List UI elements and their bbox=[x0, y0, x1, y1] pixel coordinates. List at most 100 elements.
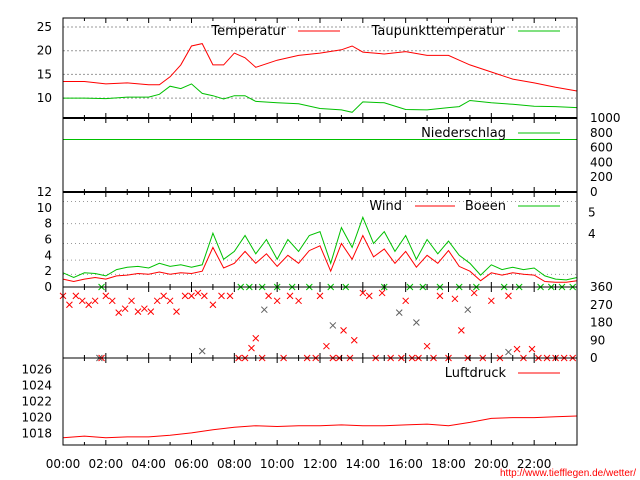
direction-point bbox=[173, 308, 180, 316]
y-tick-label: 20 bbox=[37, 44, 52, 58]
y-tick-label: 25 bbox=[37, 20, 52, 34]
x-tick-label: 04:00 bbox=[131, 457, 166, 471]
legend-taupunkt: Taupunkttemperatur bbox=[371, 24, 506, 39]
series-temperatur bbox=[63, 43, 578, 92]
y-tick-label: 15 bbox=[37, 67, 52, 81]
direction-point bbox=[218, 292, 225, 300]
y2-tick-label: 180 bbox=[590, 316, 613, 330]
series-boeen bbox=[62, 215, 578, 281]
direction-point bbox=[423, 342, 431, 350]
x-tick-label: 02:00 bbox=[89, 457, 124, 471]
y-tick-label: 10 bbox=[37, 201, 52, 215]
direction-point bbox=[505, 348, 512, 356]
x-tick-label: 14:00 bbox=[346, 457, 381, 471]
y-tick-label: 8 bbox=[44, 217, 52, 231]
direction-point bbox=[209, 301, 217, 309]
direction-point bbox=[487, 297, 495, 305]
series-taupunkt bbox=[63, 83, 578, 113]
direction-point bbox=[340, 327, 347, 334]
direction-point bbox=[395, 309, 403, 316]
y-tick-label: 10 bbox=[37, 91, 52, 105]
panel-frame bbox=[62, 286, 578, 359]
direction-point bbox=[141, 305, 148, 313]
direction-point bbox=[378, 289, 386, 297]
direction-point bbox=[134, 308, 142, 316]
x-tick-label: 12:00 bbox=[303, 457, 338, 471]
legend-luftdruck: Luftdruck bbox=[445, 366, 507, 381]
direction-point bbox=[181, 292, 189, 300]
direction-point bbox=[457, 327, 465, 334]
direction-point bbox=[273, 297, 281, 305]
legend-boeen: Boeen bbox=[465, 199, 506, 214]
y-tick-label: 2 bbox=[44, 264, 52, 278]
direction-point bbox=[128, 297, 135, 305]
legend-niederschlag: Niederschlag bbox=[421, 126, 506, 141]
y2-tick-label: 800 bbox=[590, 126, 613, 140]
direction-point bbox=[115, 309, 123, 316]
x-tick-label: 06:00 bbox=[174, 457, 209, 471]
direction-point bbox=[160, 292, 168, 300]
beaufort-label: 5 bbox=[588, 206, 596, 220]
x-tick-label: 22:00 bbox=[517, 457, 552, 471]
direction-point bbox=[436, 292, 444, 300]
direction-point bbox=[286, 292, 294, 300]
y2-tick-label: 90 bbox=[590, 333, 605, 347]
direction-point bbox=[470, 289, 478, 297]
y2-tick-label: 0 bbox=[590, 185, 598, 199]
direction-point bbox=[365, 292, 373, 300]
y2-tick-label: 360 bbox=[590, 280, 613, 294]
direction-point bbox=[451, 295, 459, 303]
direction-point bbox=[85, 301, 93, 309]
direction-point bbox=[402, 297, 410, 305]
direction-point bbox=[194, 289, 202, 297]
direction-point bbox=[252, 334, 260, 342]
direction-point bbox=[513, 345, 521, 353]
direction-point bbox=[413, 319, 420, 326]
legend-layer: Temperatur Taupunkttemperatur Niederschl… bbox=[210, 24, 560, 381]
x-tick-label: 18:00 bbox=[431, 457, 466, 471]
direction-point bbox=[528, 345, 536, 353]
direction-point bbox=[147, 308, 155, 316]
y-tick-label: 12 bbox=[37, 185, 52, 199]
legend-wind: Wind bbox=[369, 199, 402, 214]
y2-tick-label: 0 bbox=[590, 351, 598, 365]
y-tick-label: 1018 bbox=[21, 427, 52, 441]
y-tick-label: 4 bbox=[44, 248, 52, 262]
footer-url[interactable]: http://www.tiefflegen.de/wetter/ bbox=[500, 468, 636, 479]
series-wind bbox=[62, 234, 578, 283]
x-tick-label: 00:00 bbox=[46, 457, 81, 471]
y-tick-label: 1022 bbox=[21, 395, 52, 409]
y2-tick-label: 200 bbox=[590, 170, 613, 184]
legend-temperatur: Temperatur bbox=[210, 24, 286, 39]
direction-point bbox=[66, 301, 73, 309]
y-tick-label: 1020 bbox=[21, 411, 52, 425]
series-luftdruck bbox=[62, 415, 578, 439]
direction-point bbox=[198, 347, 206, 355]
direction-point bbox=[188, 292, 195, 300]
direction-point bbox=[153, 297, 161, 305]
x-tick-label: 10:00 bbox=[260, 457, 295, 471]
direction-point bbox=[505, 292, 512, 300]
direction-point bbox=[359, 289, 367, 297]
axes-layer: 1015202502004006008001000024681012540901… bbox=[21, 17, 621, 471]
direction-point bbox=[108, 297, 116, 305]
direction-point bbox=[265, 292, 272, 300]
direction-point bbox=[316, 292, 324, 300]
y2-tick-label: 600 bbox=[590, 141, 613, 155]
y2-tick-label: 1000 bbox=[590, 111, 621, 125]
direction-point bbox=[260, 306, 268, 314]
direction-point bbox=[329, 322, 337, 329]
y-tick-label: 1024 bbox=[21, 378, 52, 392]
grid-layer bbox=[63, 26, 576, 275]
y-tick-label: 6 bbox=[44, 233, 52, 247]
direction-point bbox=[350, 336, 358, 344]
direction-point bbox=[102, 292, 110, 300]
direction-point bbox=[464, 306, 472, 314]
direction-point bbox=[78, 297, 86, 305]
direction-point bbox=[323, 342, 330, 350]
direction-point bbox=[200, 292, 208, 300]
x-tick-label: 16:00 bbox=[388, 457, 423, 471]
y-tick-label: 0 bbox=[44, 280, 52, 294]
y2-tick-label: 400 bbox=[590, 155, 613, 169]
